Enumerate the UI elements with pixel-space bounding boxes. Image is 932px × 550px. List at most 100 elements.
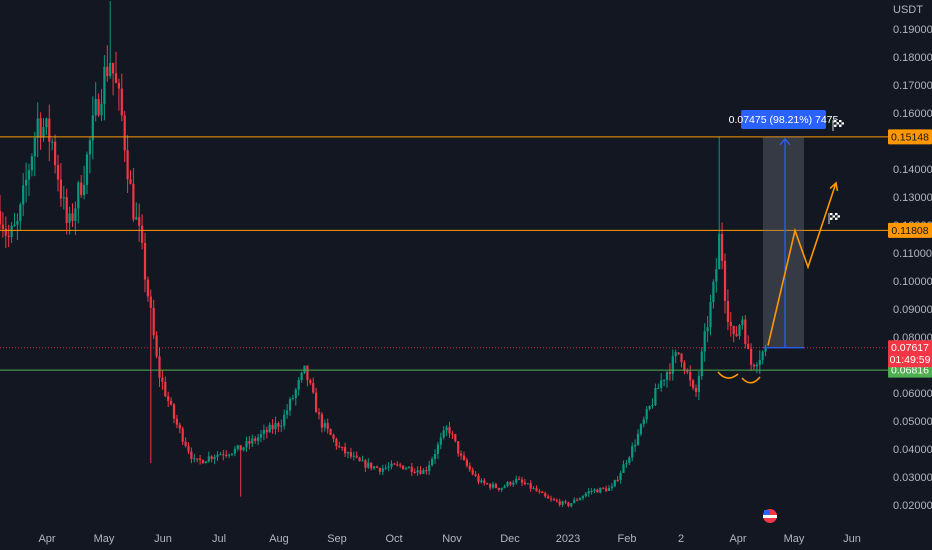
price-tick-label: 0.14000 — [893, 164, 932, 176]
time-tick-label: Dec — [500, 533, 520, 545]
candle-body — [300, 372, 303, 381]
candle-body — [747, 343, 750, 349]
candle-body — [48, 118, 51, 142]
candle-body — [16, 221, 19, 225]
candle-body — [338, 446, 341, 448]
candle-body — [581, 496, 584, 499]
flag-cell — [834, 120, 837, 123]
candle-body — [622, 464, 625, 473]
candle-body — [222, 454, 225, 456]
candle-body — [726, 300, 729, 323]
candle-body — [4, 228, 7, 236]
candle-body — [686, 370, 689, 372]
candle-body — [51, 141, 54, 143]
flag-cell — [835, 213, 838, 216]
candle-body — [303, 365, 306, 373]
candle-body — [59, 179, 62, 199]
candle-body — [689, 371, 692, 381]
candle-body — [178, 424, 181, 429]
candle-body — [576, 499, 579, 501]
candle-body — [286, 410, 289, 415]
candle-body — [268, 424, 271, 433]
candle-body — [625, 462, 628, 465]
candle-body — [500, 487, 503, 490]
candle-body — [129, 179, 132, 184]
candle-body — [451, 433, 454, 435]
candle-body — [596, 489, 599, 493]
time-tick-label: Sep — [327, 533, 347, 545]
candle-body — [158, 356, 161, 378]
candle-body — [462, 455, 466, 460]
candle-body — [700, 351, 703, 377]
candle-body — [196, 458, 199, 460]
candle-body — [219, 454, 222, 456]
candle-body — [445, 427, 448, 431]
candle-body — [306, 365, 309, 381]
candle-body — [491, 484, 495, 488]
flag-cell — [830, 213, 833, 216]
flag-cell — [841, 124, 844, 127]
candle-body — [506, 481, 509, 487]
candle-body — [619, 472, 622, 481]
flag-icon[interactable] — [832, 120, 844, 131]
candle-body — [744, 319, 747, 344]
candle-body — [280, 425, 283, 427]
candle-body — [65, 197, 68, 223]
candle-body — [404, 468, 408, 470]
candle-body — [251, 438, 254, 444]
candles-layer — [0, 0, 767, 508]
candle-body — [741, 319, 744, 325]
price-tick-label: 0.19000 — [893, 24, 932, 36]
candle-body — [671, 356, 674, 374]
time-axis[interactable]: Apr May Jun Jul Aug Sep Oct Nov Dec 2023 Feb 2 Apr Ma… — [38, 533, 860, 545]
us-flag-icon[interactable] — [763, 509, 777, 523]
candle-body — [523, 482, 526, 485]
candle-body — [732, 326, 735, 335]
candle-body — [634, 444, 637, 447]
price-tick-label: 0.11000 — [893, 248, 932, 260]
candle-body — [486, 483, 489, 485]
candle-body — [68, 213, 71, 223]
candle-body — [663, 379, 666, 381]
candle-body — [349, 452, 352, 457]
candle-body — [332, 434, 335, 439]
candle-body — [665, 372, 669, 380]
candle-body — [599, 487, 602, 493]
time-tick-label: Aug — [269, 533, 289, 545]
candle-body — [117, 82, 120, 89]
flag-cell — [837, 215, 840, 218]
candle-body — [123, 115, 126, 151]
flag-cell — [830, 217, 833, 220]
resistance-price-badge-box — [888, 222, 932, 238]
candle-body — [477, 475, 480, 483]
overlay-layer: 0.07475 (98.21%) 7475 — [717, 110, 844, 523]
candle-body — [77, 182, 80, 209]
candle-body — [393, 463, 396, 465]
flag-icon[interactable] — [828, 213, 840, 224]
candle-body — [175, 418, 178, 425]
candle-body — [715, 269, 718, 282]
candle-body — [410, 466, 413, 472]
candle-body — [97, 99, 100, 116]
candle-body — [120, 88, 123, 116]
flag-cell — [834, 122, 837, 125]
candle-body — [112, 62, 115, 74]
candle-body — [320, 414, 323, 428]
candle-body — [573, 499, 576, 504]
time-tick-label: Jun — [843, 533, 861, 545]
candle-body — [532, 488, 535, 490]
candle-body — [465, 459, 468, 466]
candle-body — [364, 460, 367, 468]
candle-body — [718, 233, 721, 270]
candle-body — [399, 464, 402, 466]
candle-body — [184, 441, 187, 446]
candle-body — [288, 398, 292, 411]
candle-body — [738, 324, 741, 336]
candle-body — [544, 493, 547, 497]
candle-body — [387, 466, 390, 468]
candle-body — [294, 389, 297, 398]
time-tick-label: Nov — [442, 533, 462, 545]
candle-body — [378, 467, 381, 472]
